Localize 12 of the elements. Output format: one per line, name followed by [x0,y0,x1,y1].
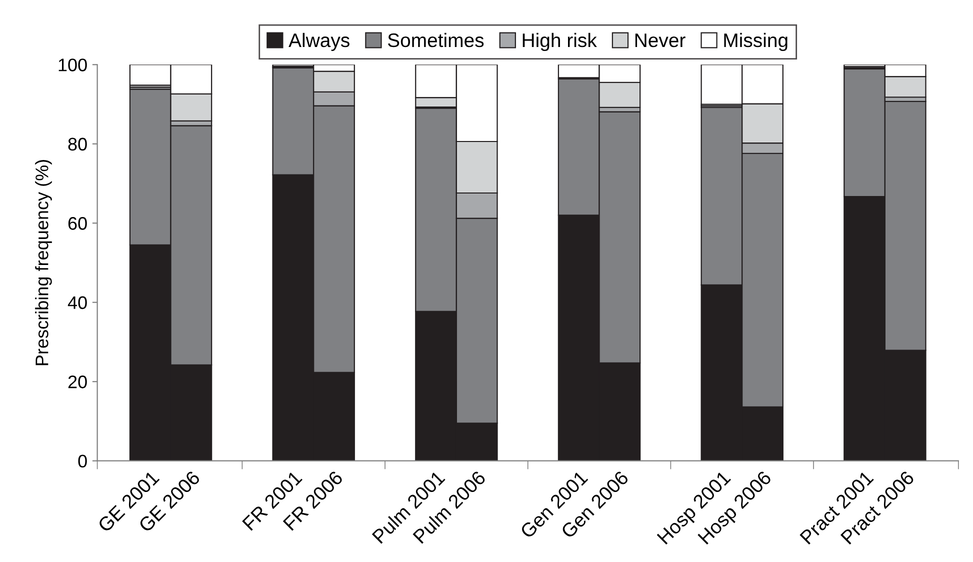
legend-label: Never [635,34,686,48]
legend-label: Sometimes [388,32,484,48]
y-tick-label: 80 [68,138,87,151]
y-tick-label: 40 [68,296,87,310]
y-tick-label: 100 [58,58,87,72]
y-tick-label: 0 [78,454,87,468]
legend-label: Always [288,32,350,52]
legend-label: High risk [522,32,597,52]
y-tick-label: 60 [68,217,87,230]
y-tick-label: 20 [68,376,87,388]
y-axis-title: Prescribing frequency (%) [35,160,52,366]
legend-label: Missing [724,32,788,52]
